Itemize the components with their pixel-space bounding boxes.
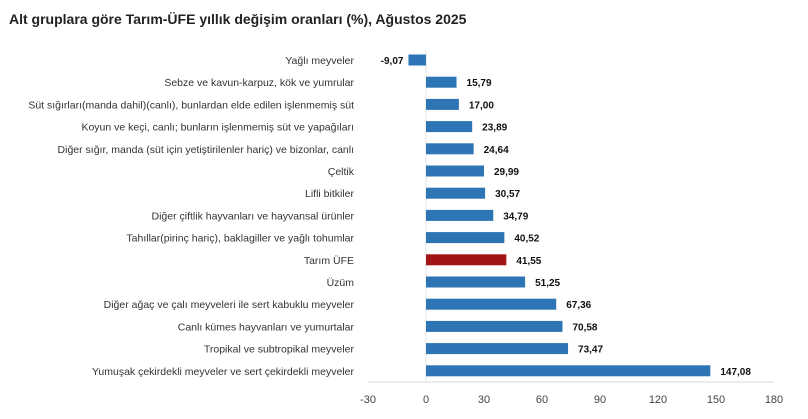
data-label: 70,58 bbox=[572, 322, 597, 333]
bar bbox=[426, 343, 569, 355]
x-tick-label: 180 bbox=[765, 394, 783, 406]
bar bbox=[426, 165, 484, 177]
data-label: 30,57 bbox=[495, 189, 520, 200]
category-label: Üzüm bbox=[327, 277, 355, 289]
data-label: 29,99 bbox=[494, 167, 519, 178]
category-label: Süt sığırları(manda dahil)(canlı), bunla… bbox=[28, 99, 354, 111]
data-label: 24,64 bbox=[484, 145, 509, 156]
chart-title: Alt gruplara göre Tarım-ÜFE yıllık değiş… bbox=[9, 11, 467, 27]
data-label: 73,47 bbox=[578, 345, 603, 356]
x-tick-label: 90 bbox=[594, 394, 606, 406]
data-label: 147,08 bbox=[720, 367, 751, 378]
bar bbox=[408, 54, 426, 66]
bar bbox=[426, 254, 507, 266]
category-label: Diğer sığır, manda (süt için yetiştirile… bbox=[58, 144, 354, 156]
bar bbox=[426, 76, 457, 88]
data-label: 15,79 bbox=[467, 78, 492, 89]
data-label: 67,36 bbox=[566, 300, 591, 311]
category-label: Tropikal ve subtropikal meyveler bbox=[204, 344, 355, 356]
category-label: Lifli bitkiler bbox=[305, 188, 355, 200]
category-label: Çeltik bbox=[328, 166, 355, 178]
data-label: 23,89 bbox=[482, 123, 507, 134]
category-label: Canlı kümes hayvanları ve yumurtalar bbox=[178, 321, 355, 333]
data-label: 17,00 bbox=[469, 100, 494, 111]
data-label: 40,52 bbox=[514, 234, 539, 245]
x-tick-label: 60 bbox=[536, 394, 548, 406]
x-tick-label: -30 bbox=[360, 394, 376, 406]
x-tick-label: 30 bbox=[478, 394, 490, 406]
x-tick-label: 120 bbox=[649, 394, 667, 406]
category-label: Tahıllar(pirinç hariç), baklagiller ve y… bbox=[126, 233, 354, 245]
bar bbox=[426, 121, 473, 133]
bar bbox=[426, 365, 711, 377]
bar bbox=[426, 143, 474, 155]
data-label: 51,25 bbox=[535, 278, 560, 289]
data-label: 34,79 bbox=[503, 211, 528, 222]
bar bbox=[426, 298, 557, 310]
x-tick-label: 150 bbox=[707, 394, 725, 406]
category-label: Sebze ve kavun-karpuz, kök ve yumrular bbox=[164, 77, 354, 89]
category-label: Yumuşak çekirdekli meyveler ve sert çeki… bbox=[92, 366, 355, 378]
category-label: Koyun ve keçi, canlı; bunların işlenmemi… bbox=[81, 122, 354, 134]
category-label: Tarım ÜFE bbox=[304, 255, 354, 267]
category-label: Yağlı meyveler bbox=[285, 55, 354, 67]
data-label: 41,55 bbox=[516, 256, 541, 267]
bar bbox=[426, 187, 486, 199]
bar bbox=[426, 98, 459, 110]
data-label: -9,07 bbox=[381, 56, 404, 67]
x-tick-label: 0 bbox=[423, 394, 429, 406]
bar bbox=[426, 320, 563, 332]
bar bbox=[426, 209, 494, 221]
bar bbox=[426, 232, 505, 244]
category-label: Diğer ağaç ve çalı meyveleri ile sert ka… bbox=[104, 299, 355, 311]
bar bbox=[426, 276, 526, 288]
category-label: Diğer çiftlik hayvanları ve hayvansal ür… bbox=[151, 210, 354, 222]
